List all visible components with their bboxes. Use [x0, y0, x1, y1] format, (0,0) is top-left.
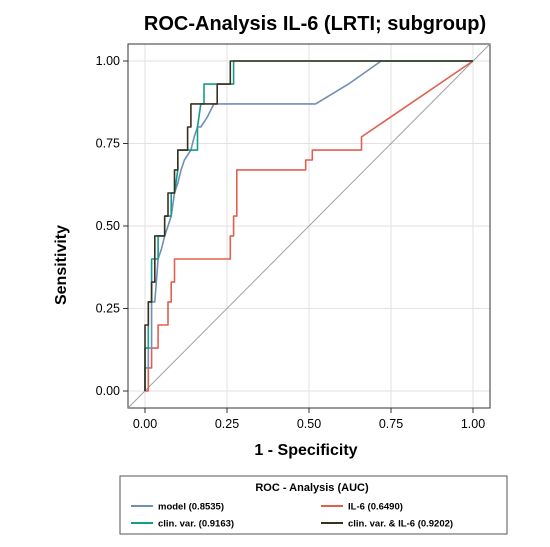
x-tick-label: 0.75 [379, 417, 403, 431]
y-tick-label: 0.75 [96, 137, 120, 151]
legend-label: clin. var. (0.9163) [158, 519, 234, 530]
y-tick-label: 0.00 [96, 384, 120, 398]
series-line-3 [144, 60, 473, 391]
x-axis-label: 1 - Specificity [254, 442, 357, 459]
chart-title: ROC-Analysis IL-6 (LRTI; subgroup) [144, 13, 486, 35]
y-tick-label: 1.00 [96, 54, 120, 68]
legend-items: model (0.8535) IL-6 (0.6490) clin. var. (0… [131, 502, 453, 530]
y-tick-label: 0.25 [96, 302, 120, 316]
y-axis-label: Sensitivity [53, 225, 70, 305]
series-lines [144, 60, 474, 392]
series-line-0 [144, 60, 473, 391]
x-tick-label: 0.50 [297, 417, 321, 431]
x-tick-label: 1.00 [461, 417, 485, 431]
legend-label: clin. var. & IL-6 (0.9202) [348, 519, 453, 530]
x-tick-label: 0.00 [133, 417, 157, 431]
legend-title: ROC - Analysis (AUC) [255, 482, 369, 494]
legend-label: model (0.8535) [158, 502, 224, 513]
reference-diagonal [127, 43, 491, 409]
y-tick-label: 0.50 [96, 219, 120, 233]
legend: ROC - Analysis (AUC) model (0.8535) IL-6 … [119, 475, 508, 535]
legend-frame [119, 475, 508, 535]
axis-ticks: 0.00 0.25 0.50 0.75 1.00 0.00 0.25 0.50 0.75 1.00 [96, 54, 486, 431]
series-line-1 [145, 60, 474, 392]
x-tick-label: 0.25 [215, 417, 239, 431]
legend-label: IL-6 (0.6490) [348, 502, 403, 513]
